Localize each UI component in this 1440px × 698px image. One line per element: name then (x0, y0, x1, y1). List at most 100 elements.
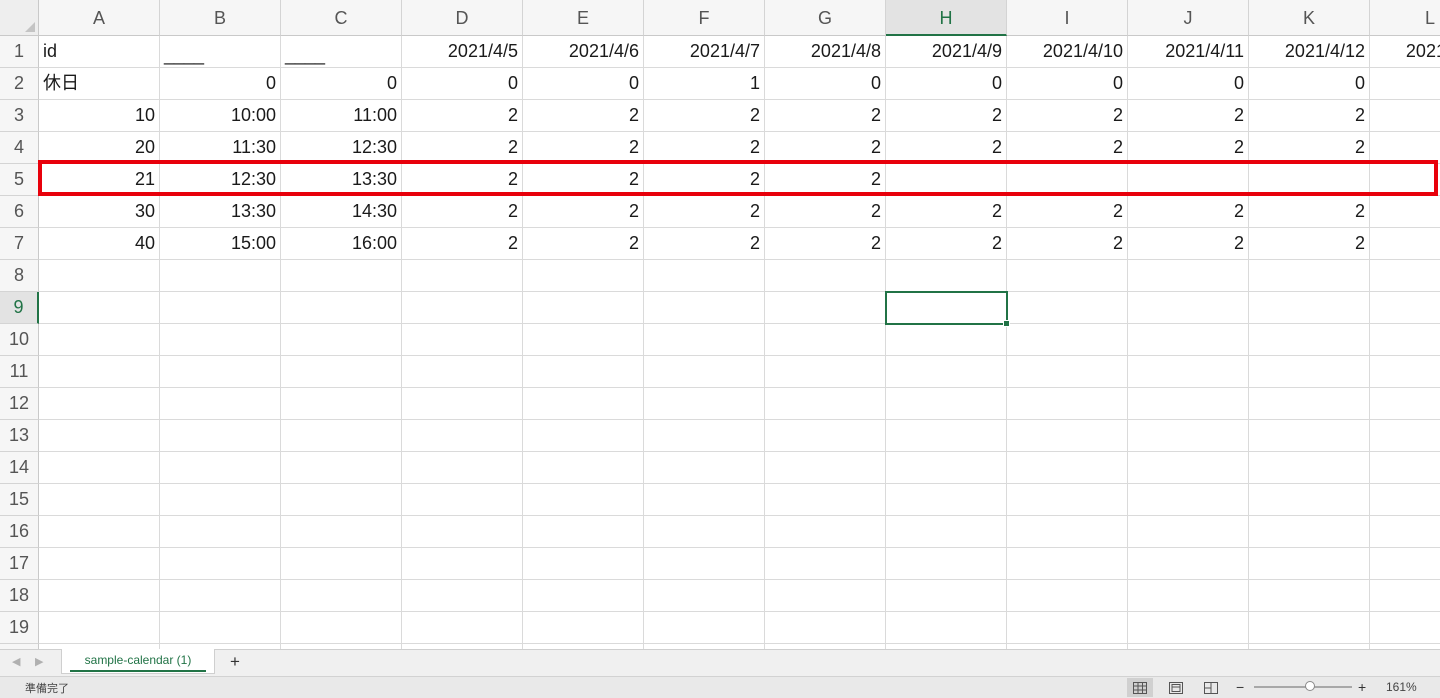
cell-g19[interactable] (765, 612, 886, 644)
cell-e6[interactable]: 2 (523, 196, 644, 228)
cell-c15[interactable] (281, 484, 402, 516)
cell-b11[interactable] (160, 356, 281, 388)
cell-e8[interactable] (523, 260, 644, 292)
cell-e1[interactable]: 2021/4/6 (523, 36, 644, 68)
cell-i20[interactable] (1007, 644, 1128, 649)
cell-g18[interactable] (765, 580, 886, 612)
cell-c7[interactable]: 16:00 (281, 228, 402, 260)
cell-i10[interactable] (1007, 324, 1128, 356)
cell-b19[interactable] (160, 612, 281, 644)
cell-d3[interactable]: 2 (402, 100, 523, 132)
cell-c8[interactable] (281, 260, 402, 292)
cell-f8[interactable] (644, 260, 765, 292)
cell-k11[interactable] (1249, 356, 1370, 388)
row-header-15[interactable]: 15 (0, 484, 39, 516)
chevron-right-icon[interactable]: ▶ (35, 656, 44, 668)
cell-a2[interactable]: 休日 (39, 68, 160, 100)
cell-b7[interactable]: 15:00 (160, 228, 281, 260)
cell-d4[interactable]: 2 (402, 132, 523, 164)
cell-l8[interactable] (1370, 260, 1440, 292)
cell-k17[interactable] (1249, 548, 1370, 580)
column-header-d[interactable]: D (402, 0, 523, 36)
cell-k15[interactable] (1249, 484, 1370, 516)
cell-d19[interactable] (402, 612, 523, 644)
cell-k14[interactable] (1249, 452, 1370, 484)
cell-k9[interactable] (1249, 292, 1370, 324)
cell-a18[interactable] (39, 580, 160, 612)
cell-b10[interactable] (160, 324, 281, 356)
cell-h15[interactable] (886, 484, 1007, 516)
cell-e20[interactable] (523, 644, 644, 649)
row-header-11[interactable]: 11 (0, 356, 39, 388)
cell-a6[interactable]: 30 (39, 196, 160, 228)
cell-l3[interactable] (1370, 100, 1440, 132)
cell-c5[interactable]: 13:30 (281, 164, 402, 196)
cell-d14[interactable] (402, 452, 523, 484)
cell-b5[interactable]: 12:30 (160, 164, 281, 196)
cell-j18[interactable] (1128, 580, 1249, 612)
cell-a3[interactable]: 10 (39, 100, 160, 132)
cell-i13[interactable] (1007, 420, 1128, 452)
cell-a13[interactable] (39, 420, 160, 452)
cell-c18[interactable] (281, 580, 402, 612)
cell-i14[interactable] (1007, 452, 1128, 484)
zoom-in-button[interactable]: + (1358, 679, 1367, 695)
cell-l19[interactable] (1370, 612, 1440, 644)
cell-l5[interactable] (1370, 164, 1440, 196)
cell-e17[interactable] (523, 548, 644, 580)
cell-f3[interactable]: 2 (644, 100, 765, 132)
cell-f20[interactable] (644, 644, 765, 649)
cell-b20[interactable] (160, 644, 281, 649)
cell-f17[interactable] (644, 548, 765, 580)
cell-h18[interactable] (886, 580, 1007, 612)
cell-h3[interactable]: 2 (886, 100, 1007, 132)
cell-h7[interactable]: 2 (886, 228, 1007, 260)
row-header-12[interactable]: 12 (0, 388, 39, 420)
cell-k5[interactable] (1249, 164, 1370, 196)
row-header-19[interactable]: 19 (0, 612, 39, 644)
cell-g17[interactable] (765, 548, 886, 580)
cell-h20[interactable] (886, 644, 1007, 649)
column-header-a[interactable]: A (39, 0, 160, 36)
cell-f14[interactable] (644, 452, 765, 484)
row-header-20[interactable]: 20 (0, 644, 39, 649)
column-header-k[interactable]: K (1249, 0, 1370, 36)
cell-g2[interactable]: 0 (765, 68, 886, 100)
cell-e2[interactable]: 0 (523, 68, 644, 100)
cell-h19[interactable] (886, 612, 1007, 644)
cell-h5[interactable] (886, 164, 1007, 196)
cell-g12[interactable] (765, 388, 886, 420)
cell-a11[interactable] (39, 356, 160, 388)
cell-l12[interactable] (1370, 388, 1440, 420)
cell-j9[interactable] (1128, 292, 1249, 324)
cell-i9[interactable] (1007, 292, 1128, 324)
cell-l15[interactable] (1370, 484, 1440, 516)
cell-a10[interactable] (39, 324, 160, 356)
cell-b12[interactable] (160, 388, 281, 420)
column-header-g[interactable]: G (765, 0, 886, 36)
cell-k3[interactable]: 2 (1249, 100, 1370, 132)
cell-l9[interactable] (1370, 292, 1440, 324)
column-header-c[interactable]: C (281, 0, 402, 36)
cell-k13[interactable] (1249, 420, 1370, 452)
cell-a15[interactable] (39, 484, 160, 516)
cell-j6[interactable]: 2 (1128, 196, 1249, 228)
cell-g8[interactable] (765, 260, 886, 292)
cell-e12[interactable] (523, 388, 644, 420)
cell-e13[interactable] (523, 420, 644, 452)
cell-f12[interactable] (644, 388, 765, 420)
cell-f11[interactable] (644, 356, 765, 388)
cell-a1[interactable]: id (39, 36, 160, 68)
cell-f1[interactable]: 2021/4/7 (644, 36, 765, 68)
cell-l13[interactable] (1370, 420, 1440, 452)
cell-c11[interactable] (281, 356, 402, 388)
cell-c4[interactable]: 12:30 (281, 132, 402, 164)
cell-c16[interactable] (281, 516, 402, 548)
cell-k8[interactable] (1249, 260, 1370, 292)
cell-e4[interactable]: 2 (523, 132, 644, 164)
cell-b3[interactable]: 10:00 (160, 100, 281, 132)
cell-d16[interactable] (402, 516, 523, 548)
cell-e11[interactable] (523, 356, 644, 388)
cell-k19[interactable] (1249, 612, 1370, 644)
active-cell-selection[interactable] (885, 291, 1010, 327)
